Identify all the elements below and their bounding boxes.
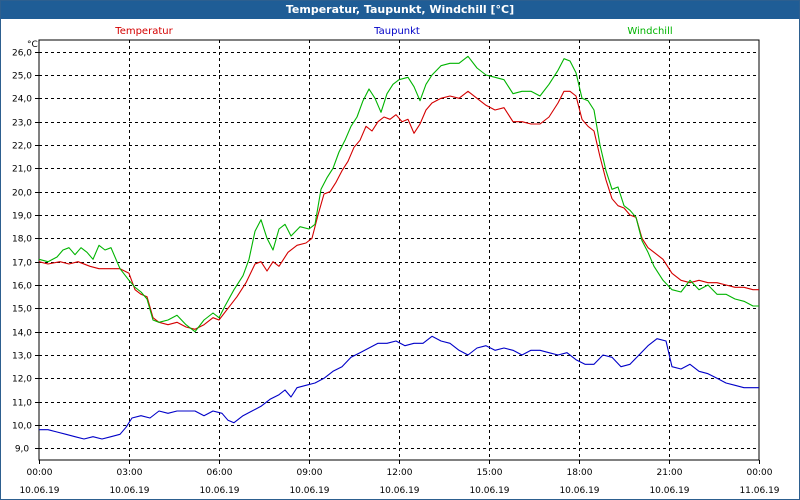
x-tick-time: 12:00 <box>387 468 413 478</box>
y-tick-label: 11,0 <box>12 399 32 409</box>
series-line-windchill <box>38 55 759 333</box>
x-tick-date: 10.06.19 <box>649 486 689 496</box>
y-axis-unit: °C <box>27 40 38 50</box>
x-tick-date: 10.06.19 <box>19 486 59 496</box>
x-tick-time: 15:00 <box>477 468 503 478</box>
series-lines <box>38 55 759 440</box>
x-tick-time: 09:00 <box>297 468 323 478</box>
x-tick-time: 21:00 <box>657 468 683 478</box>
y-tick-label: 12,0 <box>12 375 32 385</box>
series-line-taupunkt <box>39 335 759 440</box>
y-tick-label: 16,0 <box>12 282 32 292</box>
y-tick-label: 19,0 <box>12 212 32 222</box>
y-tick-label: 25,0 <box>12 72 32 82</box>
x-tick-time: 06:00 <box>207 468 233 478</box>
x-tick-time: 00:00 <box>747 468 773 478</box>
y-tick-label: 10,0 <box>12 422 32 432</box>
grid <box>39 40 759 460</box>
x-tick-time: 18:00 <box>567 468 593 478</box>
x-tick-date: 10.06.19 <box>379 486 419 496</box>
y-tick-label: 21,0 <box>12 165 32 175</box>
y-tick-label: 24,0 <box>12 95 32 105</box>
y-tick-label: 9,0 <box>15 445 30 455</box>
y-tick-label: 13,0 <box>12 352 32 362</box>
y-tick-label: 22,0 <box>12 142 32 152</box>
y-tick-label: 26,0 <box>12 49 32 59</box>
x-tick-date: 10.06.19 <box>469 486 509 496</box>
legend-item-temperatur: Temperatur <box>114 26 173 37</box>
x-tick-date: 10.06.19 <box>109 486 149 496</box>
y-tick-label: 20,0 <box>12 189 32 199</box>
x-tick-date: 10.06.19 <box>199 486 239 496</box>
series-line-temperatur <box>38 90 759 330</box>
x-tick-date: 10.06.19 <box>559 486 599 496</box>
y-tick-label: 17,0 <box>12 259 32 269</box>
x-tick-time: 03:00 <box>117 468 143 478</box>
legend-item-taupunkt: Taupunkt <box>373 26 420 37</box>
x-tick-date: 10.06.19 <box>289 486 329 496</box>
x-tick-date: 11.06.19 <box>739 486 779 496</box>
window-title: Temperatur, Taupunkt, Windchill [°C] <box>1 1 799 19</box>
x-axis-ticks: 00:00 10.06.19 03:00 10.06.19 06:00 10.06.19 0… <box>19 460 780 496</box>
legend-item-windchill: Windchill <box>627 26 672 37</box>
legend: Temperatur Taupunkt Windchill <box>114 26 672 37</box>
y-tick-label: 23,0 <box>12 119 32 129</box>
y-tick-label: 15,0 <box>12 305 32 315</box>
y-tick-label: 14,0 <box>12 329 32 339</box>
y-axis-ticks: 26,0 25,0 24,0 23,0 22,0 21,0 20,0 19,0 18,0 17,0… <box>12 49 39 455</box>
y-tick-label: 18,0 <box>12 235 32 245</box>
x-tick-time: 00:00 <box>27 468 53 478</box>
